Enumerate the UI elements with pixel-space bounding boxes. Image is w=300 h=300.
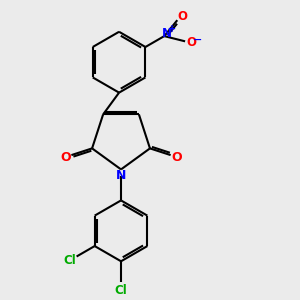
Text: O: O — [171, 151, 182, 164]
Text: +: + — [168, 24, 176, 34]
Text: N: N — [162, 27, 172, 40]
Text: Cl: Cl — [115, 284, 128, 297]
Text: N: N — [116, 169, 126, 182]
Text: O: O — [60, 151, 71, 164]
Text: O: O — [178, 10, 188, 23]
Text: Cl: Cl — [63, 254, 76, 267]
Text: O: O — [186, 36, 196, 49]
Text: −: − — [193, 35, 202, 45]
